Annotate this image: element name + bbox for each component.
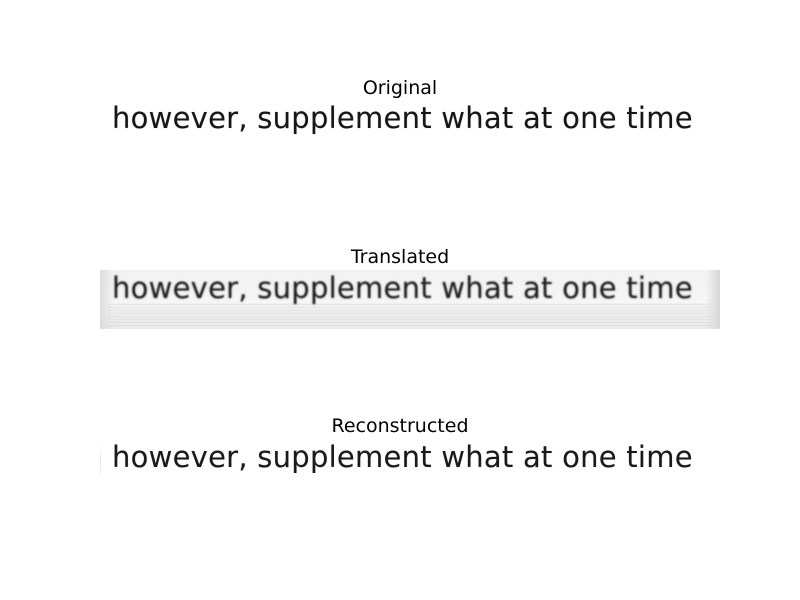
original-panel-title: Original: [362, 77, 438, 99]
original-text-line: however, supplement what at one time: [112, 101, 693, 135]
original-text-image: however, supplement what at one time: [100, 100, 720, 140]
reconstructed-text-line: however, supplement what at one time: [112, 440, 693, 474]
translated-panel-title: Translated: [350, 246, 450, 268]
translated-noise-band: [108, 304, 712, 326]
translated-text-line: however, supplement what at one time: [112, 271, 693, 305]
translated-text-image: however, supplement what at one time: [100, 270, 720, 329]
reconstructed-text-image: however, supplement what at one time: [100, 439, 720, 479]
reconstructed-left-edge-mark: [100, 445, 101, 479]
reconstructed-panel-title: Reconstructed: [331, 415, 469, 437]
